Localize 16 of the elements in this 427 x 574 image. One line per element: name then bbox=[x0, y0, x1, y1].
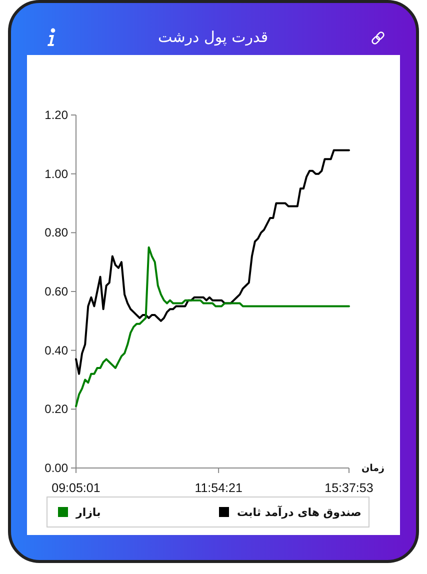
x-tick-label: 15:37:53 bbox=[324, 481, 374, 495]
y-tick-label: 1.20 bbox=[44, 108, 68, 122]
chart-title: قدرت پول درشت bbox=[158, 28, 268, 46]
x-tick-label: 09:05:01 bbox=[52, 481, 100, 495]
legend-label: صندوق های درآمد ثابت bbox=[237, 505, 362, 519]
x-axis-title: زمان bbox=[361, 463, 385, 474]
y-tick-label: 0.40 bbox=[44, 343, 68, 358]
y-tick-label: 0.80 bbox=[44, 226, 68, 240]
line-series bbox=[75, 246, 350, 408]
legend-label: بازار bbox=[75, 506, 101, 519]
x-tick-label: 11:54:21 bbox=[194, 481, 242, 495]
y-tick-label: 1.00 bbox=[44, 166, 68, 181]
y-tick-label: 0.60 bbox=[44, 284, 68, 298]
y-tick-label: 0.00 bbox=[44, 461, 68, 475]
line-series bbox=[75, 149, 350, 375]
y-tick-label: 0.20 bbox=[44, 402, 68, 416]
